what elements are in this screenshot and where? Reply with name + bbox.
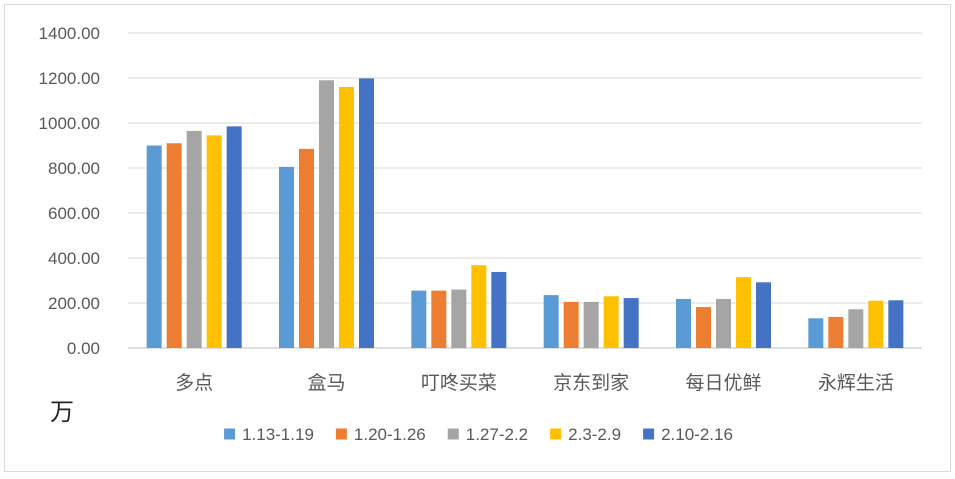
- bar: [563, 301, 579, 348]
- y-tick-label: 800.00: [48, 159, 100, 178]
- bar: [339, 87, 354, 348]
- x-tick-label: 盒马: [307, 372, 345, 394]
- bar: [491, 271, 507, 348]
- y-tick-label: 200.00: [48, 294, 100, 313]
- legend-swatch: [224, 428, 236, 440]
- bar: [543, 295, 559, 348]
- legend-label: 2.10-2.16: [661, 425, 733, 444]
- bar: [411, 290, 427, 348]
- bar: [603, 296, 619, 348]
- y-tick-label: 600.00: [48, 204, 100, 223]
- bar: [676, 298, 691, 348]
- gridlines: [128, 32, 922, 349]
- legend-swatch: [335, 428, 347, 440]
- bar: [736, 277, 751, 348]
- legend-label: 1.13-1.19: [242, 425, 314, 444]
- unit-label: 万: [50, 398, 74, 426]
- y-axis: 0.00 200.00 400.00 600.00 800.00 1000.00 1200.…: [39, 24, 100, 358]
- legend-label: 1.27-2.2: [466, 425, 528, 444]
- bar: [696, 307, 711, 348]
- bar: [756, 282, 771, 348]
- bar: [146, 145, 162, 348]
- y-tick-label: 400.00: [48, 249, 100, 268]
- x-tick-label: 永辉生活: [818, 372, 894, 394]
- y-tick-label: 1400.00: [39, 24, 100, 43]
- legend-label: 1.20-1.26: [354, 425, 426, 444]
- legend-label: 2.3-2.9: [568, 425, 621, 444]
- y-tick-label: 1000.00: [39, 114, 100, 133]
- bars: [146, 78, 904, 348]
- legend-swatch: [643, 428, 655, 440]
- bar: [299, 148, 314, 348]
- legend-swatch: [447, 428, 459, 440]
- y-tick-label: 0.00: [67, 339, 100, 358]
- x-tick-label: 多点: [175, 372, 213, 394]
- bar: [716, 298, 731, 348]
- bar: [319, 80, 334, 348]
- bar: [206, 135, 222, 348]
- x-axis: 多点 盒马 叮咚买菜 京东到家 每日优鲜 永辉生活: [175, 372, 894, 394]
- bar: [431, 290, 447, 348]
- bar: [828, 316, 844, 348]
- chart-frame: [4, 4, 951, 472]
- bar: [583, 301, 599, 348]
- x-tick-label: 叮咚买菜: [421, 372, 497, 394]
- x-tick-label: 每日优鲜: [685, 372, 761, 394]
- bar: [279, 166, 294, 348]
- bar: [359, 78, 374, 348]
- legend: 1.13-1.19 1.20-1.26 1.27-2.2 2.3-2.9 2.10-2.…: [224, 425, 733, 444]
- x-tick-label: 京东到家: [553, 372, 629, 394]
- bar: [166, 143, 182, 348]
- bar: [808, 318, 824, 348]
- bar: [226, 126, 242, 348]
- bar: [471, 265, 487, 348]
- bar: [848, 309, 864, 348]
- bar: [868, 300, 884, 348]
- bar: [451, 289, 467, 348]
- bar: [186, 130, 202, 348]
- legend-swatch: [550, 428, 562, 440]
- bar: [623, 298, 639, 348]
- bar: [888, 300, 904, 348]
- y-tick-label: 1200.00: [39, 69, 100, 88]
